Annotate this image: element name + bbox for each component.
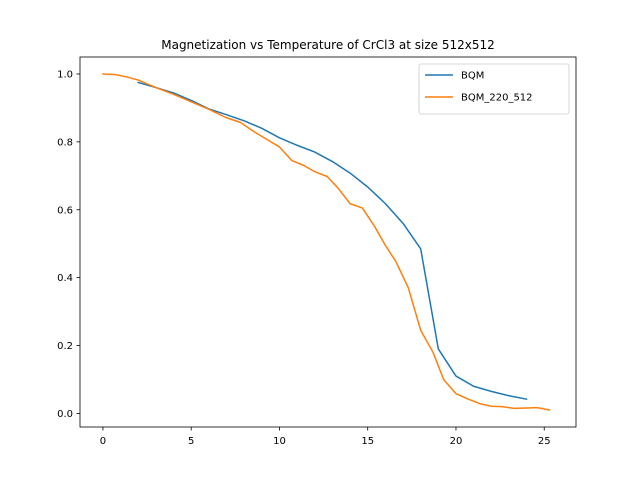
axis-layer: 0 5 10 15 20 25 0.0 0.2 0.4 0.6 0.8 1.0 xyxy=(57,69,551,447)
x-tick-label: 20 xyxy=(450,436,463,447)
series-layer xyxy=(102,73,551,411)
legend: BQM BQM_220_512 xyxy=(418,63,570,115)
legend-label: BQM_220_512 xyxy=(461,93,533,104)
y-tick-label: 0.6 xyxy=(57,205,73,216)
chart-title: Magnetization vs Temperature of CrCl3 at… xyxy=(161,38,495,52)
x-tick-label: 15 xyxy=(361,436,374,447)
plot-frame xyxy=(79,56,577,428)
legend-box xyxy=(418,63,570,115)
y-tick-label: 0.8 xyxy=(57,137,73,148)
x-tick-label: 25 xyxy=(538,436,551,447)
x-tick-label: 5 xyxy=(188,436,194,447)
y-tick-label: 0.0 xyxy=(57,409,73,420)
y-tick-label: 0.4 xyxy=(57,273,73,284)
y-tick-label: 0.2 xyxy=(57,341,73,352)
y-tick-label: 1.0 xyxy=(57,69,73,80)
series-line-bqm-220-512 xyxy=(102,73,551,411)
x-tick-label: 0 xyxy=(100,436,106,447)
legend-label: BQM xyxy=(461,71,484,82)
x-tick-label: 10 xyxy=(273,436,286,447)
